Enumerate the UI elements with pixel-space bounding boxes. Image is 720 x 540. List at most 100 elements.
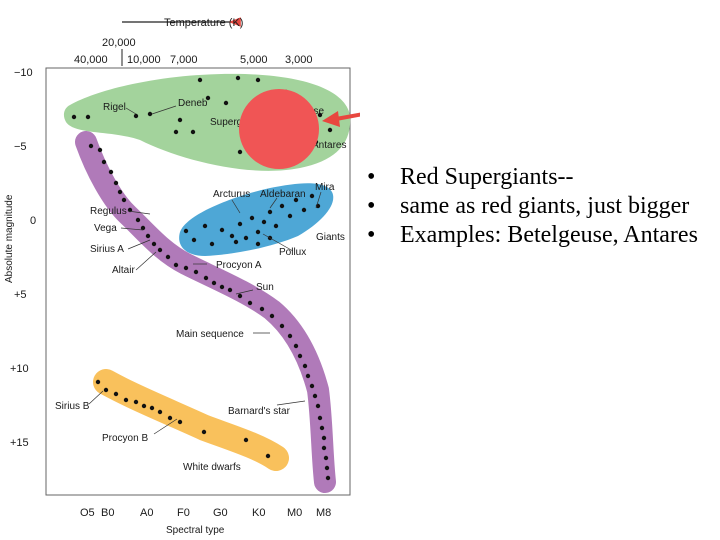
label-betelgeuse: use (308, 106, 325, 117)
label-white-dwarfs: White dwarfs (183, 462, 241, 473)
star-dot (267, 209, 273, 215)
plot-frame (45, 67, 351, 496)
spectral-tick-b0: B0 (101, 507, 114, 519)
label-supergiants: Supergiants (210, 117, 263, 128)
pointer-arrowhead (322, 111, 340, 127)
star-dot (103, 387, 109, 393)
temp-tick-7000: 7,000 (170, 54, 198, 66)
bullet-symbol: • (367, 222, 376, 248)
white-dwarfs-region (93, 369, 289, 471)
spectral-tick-g0: G0 (213, 507, 228, 519)
star-dot (97, 147, 103, 153)
star-dot (219, 227, 225, 233)
star-dot (305, 373, 311, 379)
star-dot (243, 437, 249, 443)
star-dot (255, 229, 261, 235)
star-dot (190, 129, 196, 135)
bullet-text: same as red giants, just bigger (400, 193, 690, 219)
star-dot (247, 300, 253, 306)
star-dot (197, 77, 203, 83)
mag-tick-plus10: +10 (10, 363, 29, 375)
label-aldebaran: Aldebaran (260, 189, 306, 200)
star-dot (141, 403, 147, 409)
star-dot (121, 197, 127, 203)
star-dot (113, 180, 119, 186)
star-dot (259, 306, 265, 312)
star-dot (113, 391, 119, 397)
bullet-list: • Red Supergiants-- • same as red giants, … (365, 163, 715, 250)
star-dot (201, 429, 207, 435)
star-dot (279, 323, 285, 329)
temp-tick-20000: 20,000 (102, 37, 136, 49)
spectral-axis: O5 B0 A0 F0 G0 K0 M0 M8 Spectral type (80, 507, 331, 536)
star-dot (203, 275, 209, 281)
spectral-tick-o5: O5 (80, 507, 95, 519)
star-dot (183, 228, 189, 234)
star-dot (211, 280, 217, 286)
star-dot (183, 265, 189, 271)
star-dot (133, 399, 139, 405)
label-altair: Altair (112, 265, 135, 276)
star-dot (261, 219, 267, 225)
label-sirius-b: Sirius B (55, 401, 90, 412)
star-dot (71, 114, 77, 120)
spectral-axis-title: Spectral type (166, 525, 225, 536)
star-dot (227, 287, 233, 293)
star-dot (173, 129, 179, 135)
star-dot (123, 397, 129, 403)
star-dot (147, 111, 153, 117)
temp-tick-10000: 10,000 (127, 54, 161, 66)
temp-tick-40000: 40,000 (74, 54, 108, 66)
star-dot (317, 112, 323, 118)
star-dot (309, 193, 315, 199)
star-dot (193, 269, 199, 275)
spectral-tick-k0: K0 (252, 507, 265, 519)
star-dot (255, 241, 261, 247)
star-dot (205, 95, 211, 101)
mag-tick-minus5: −5 (14, 141, 27, 153)
star-dot (293, 197, 299, 203)
star-dot (151, 241, 157, 247)
star-dot (309, 383, 315, 389)
star-dot (273, 223, 279, 229)
mag-tick-0: 0 (30, 215, 36, 227)
star-dot (233, 239, 239, 245)
star-dot (88, 143, 94, 149)
hr-diagram: Temperature (K) 40,000 20,000 10,000 7,0… (4, 17, 360, 536)
star-dot (297, 353, 303, 359)
label-arcturus: Arcturus (213, 189, 250, 200)
spectral-tick-a0: A0 (140, 507, 153, 519)
temp-tick-3000: 3,000 (285, 54, 313, 66)
star-dot (101, 159, 107, 165)
bullet-item: • Examples: Betelgeuse, Antares (365, 221, 715, 250)
label-pollux: Pollux (279, 247, 306, 258)
star-dot (133, 113, 139, 119)
star-dot (287, 213, 293, 219)
star-dot (108, 169, 114, 175)
bullet-text: Red Supergiants-- (400, 164, 574, 190)
label-sirius-a: Sirius A (90, 244, 124, 255)
star-dot (279, 203, 285, 209)
temperature-axis-title: Temperature (K) (164, 17, 243, 29)
star-points (71, 75, 333, 481)
spectral-tick-m0: M0 (287, 507, 302, 519)
star-dot (302, 363, 308, 369)
star-dot (191, 237, 197, 243)
mag-tick-minus10: −10 (14, 67, 33, 79)
label-sun: Sun (256, 282, 274, 293)
bullet-item: • Red Supergiants-- (365, 163, 715, 192)
magnitude-axis-title: Absolute magnitude (4, 194, 15, 283)
bullet-text: Examples: Betelgeuse, Antares (400, 222, 698, 248)
star-dot (265, 453, 271, 459)
pointer-arrow (335, 112, 360, 121)
label-regulus: Regulus (90, 206, 127, 217)
star-dot (255, 77, 261, 83)
label-vega: Vega (94, 223, 117, 234)
star-dot (249, 215, 255, 221)
star-dot (319, 425, 325, 431)
bullet-symbol: • (367, 193, 376, 219)
star-dot (237, 293, 243, 299)
star-dot (301, 207, 307, 213)
label-rigel: Rigel (103, 102, 126, 113)
star-dot (145, 233, 151, 239)
